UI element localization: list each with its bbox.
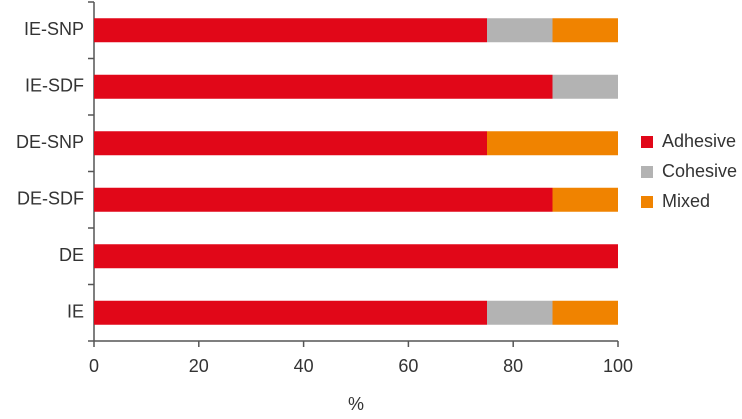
bar-segment (552, 187, 618, 212)
legend-swatch (641, 136, 653, 148)
bar-segment (487, 131, 618, 156)
x-tick-label: 60 (398, 356, 418, 376)
bar-segment (94, 18, 487, 43)
legend-swatch (641, 166, 653, 178)
bar-segment (94, 74, 553, 99)
bar-segment (552, 18, 618, 43)
legend-label: Mixed (662, 191, 710, 211)
x-tick-label: 0 (89, 356, 99, 376)
x-tick-label: 40 (294, 356, 314, 376)
legend-swatch (641, 196, 653, 208)
bar-segment (94, 187, 553, 212)
bar-segment (487, 300, 553, 325)
y-tick-label: IE-SDF (25, 76, 84, 96)
bar-segment (487, 18, 553, 43)
legend-label: Cohesive (662, 161, 737, 181)
bar-segment (552, 74, 618, 99)
bar-segment (94, 300, 487, 325)
legend-label: Adhesive (662, 131, 736, 151)
y-tick-label: DE-SDF (17, 189, 84, 209)
y-tick-label: DE (59, 245, 84, 265)
x-tick-label: 20 (189, 356, 209, 376)
bar-segment (94, 244, 618, 269)
x-axis-label: % (348, 394, 364, 414)
x-tick-label: 100 (603, 356, 633, 376)
bar-segment (552, 300, 618, 325)
bar-segment (94, 131, 487, 156)
y-tick-label: IE (67, 302, 84, 322)
y-tick-label: DE-SNP (16, 132, 84, 152)
y-tick-label: IE-SNP (24, 19, 84, 39)
x-tick-label: 80 (503, 356, 523, 376)
